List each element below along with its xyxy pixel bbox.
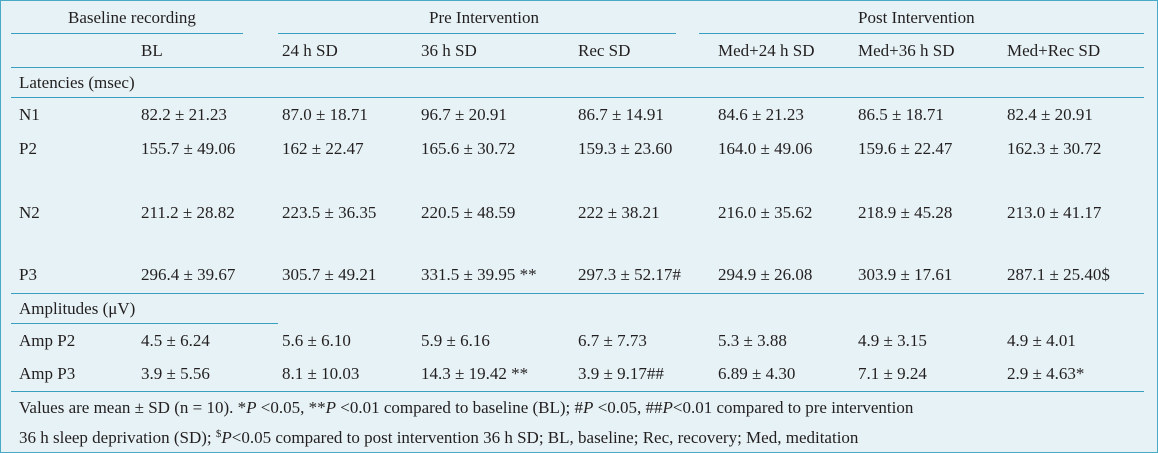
table-cell: 165.6 ± 30.72	[421, 139, 516, 158]
row-label: Amp P3	[19, 364, 76, 383]
table-cell: 164.0 ± 49.06	[718, 139, 813, 158]
group-rule-post	[699, 33, 1144, 34]
col-header-36h: 36 h SD	[421, 41, 477, 60]
table-cell: 82.4 ± 20.91	[1007, 105, 1093, 124]
section-latencies: Latencies (msec)	[19, 73, 135, 92]
table-cell: 331.5 ± 39.95 **	[421, 265, 537, 284]
table-cell: 218.9 ± 45.28	[858, 203, 953, 222]
fn-text: <0.05, ##	[593, 398, 663, 417]
table-cell: 7.1 ± 9.24	[858, 364, 927, 383]
table-cell: 159.3 ± 23.60	[578, 139, 673, 158]
table-cell: 3.9 ± 9.17##	[578, 364, 664, 383]
table-cell: 8.1 ± 10.03	[282, 364, 360, 383]
table-cell: 211.2 ± 28.82	[141, 203, 235, 222]
table-cell: 223.5 ± 36.35	[282, 203, 377, 222]
table-cell: 5.3 ± 3.88	[718, 331, 787, 350]
table-cell: 5.6 ± 6.10	[282, 331, 351, 350]
row-label: N2	[19, 203, 40, 222]
col-header-24h: 24 h SD	[282, 41, 338, 60]
col-header-rec: Rec SD	[578, 41, 631, 60]
table-cell: 296.4 ± 39.67	[141, 265, 236, 284]
col-header-medrec: Med+Rec SD	[1007, 41, 1101, 60]
fn-text: 36 h sleep deprivation (SD);	[19, 428, 216, 447]
table-cell: 297.3 ± 52.17#	[578, 265, 681, 284]
fn-italic-p: P	[325, 398, 336, 417]
fn-sup-dollar: $	[215, 428, 222, 440]
col-header-med36: Med+36 h SD	[858, 41, 955, 60]
group-header-baseline: Baseline recording	[68, 8, 196, 27]
group-rule-pre	[278, 33, 676, 34]
table-cell: 2.9 ± 4.63*	[1007, 364, 1085, 383]
table-cell: 4.5 ± 6.24	[141, 331, 210, 350]
group-rule-baseline	[11, 33, 243, 34]
fn-text: <0.05, **	[256, 398, 326, 417]
table-cell: 87.0 ± 18.71	[282, 105, 368, 124]
table-cell: 213.0 ± 41.17	[1007, 203, 1102, 222]
table-cell: 82.2 ± 21.23	[141, 105, 227, 124]
fn-italic-p: P	[221, 428, 232, 447]
table-cell: 14.3 ± 19.42 **	[421, 364, 529, 383]
table-cell: 222 ± 38.21	[578, 203, 660, 222]
table-cell: 216.0 ± 35.62	[718, 203, 813, 222]
group-header-pre: Pre Intervention	[429, 8, 539, 27]
footnote-line-1: Values are mean ± SD (n = 10). *P <0.05,…	[19, 397, 913, 419]
table-cell: 86.7 ± 14.91	[578, 105, 664, 124]
table-cell: 220.5 ± 48.59	[421, 203, 516, 222]
section-amplitudes: Amplitudes (μV)	[19, 299, 136, 318]
group-header-post: Post Intervention	[858, 8, 975, 27]
table-cell: 3.9 ± 5.56	[141, 364, 210, 383]
fn-text: <0.05 compared to post intervention 36 h…	[231, 428, 859, 447]
row-label: N1	[19, 105, 40, 124]
col-header-bl: BL	[141, 41, 163, 60]
rule-before-amplitudes	[11, 293, 1144, 294]
footnote-line-2: 36 h sleep deprivation (SD); $P<0.05 com…	[19, 427, 858, 449]
table-cell: 4.9 ± 3.15	[858, 331, 927, 350]
table-cell: 155.7 ± 49.06	[141, 139, 236, 158]
section-rule-amplitudes	[11, 323, 278, 324]
fn-text: <0.01 compared to baseline (BL); #	[335, 398, 584, 417]
table-cell: 6.89 ± 4.30	[718, 364, 796, 383]
fn-text: Values are mean ± SD (n = 10). *	[19, 398, 247, 417]
fn-text: <0.01 compared to pre intervention	[672, 398, 914, 417]
table-cell: 84.6 ± 21.23	[718, 105, 804, 124]
row-label: P3	[19, 265, 37, 284]
table-cell: 303.9 ± 17.61	[858, 265, 953, 284]
fn-italic-p: P	[662, 398, 673, 417]
table-cell: 159.6 ± 22.47	[858, 139, 953, 158]
col-header-med24: Med+24 h SD	[718, 41, 815, 60]
table-cell: 162.3 ± 30.72	[1007, 139, 1102, 158]
table-cell: 162 ± 22.47	[282, 139, 364, 158]
section-rule-latencies	[11, 97, 1144, 98]
fn-italic-p: P	[246, 398, 257, 417]
header-rule	[11, 67, 1144, 68]
table-cell: 294.9 ± 26.08	[718, 265, 813, 284]
fn-italic-p: P	[583, 398, 594, 417]
table-cell: 5.9 ± 6.16	[421, 331, 490, 350]
row-label: Amp P2	[19, 331, 76, 350]
row-label: P2	[19, 139, 37, 158]
footer-rule	[11, 391, 1144, 392]
table-cell: 96.7 ± 20.91	[421, 105, 507, 124]
table-cell: 287.1 ± 25.40$	[1007, 265, 1110, 284]
table-cell: 6.7 ± 7.73	[578, 331, 647, 350]
table-cell: 86.5 ± 18.71	[858, 105, 944, 124]
table-cell: 305.7 ± 49.21	[282, 265, 377, 284]
table-cell: 4.9 ± 4.01	[1007, 331, 1076, 350]
